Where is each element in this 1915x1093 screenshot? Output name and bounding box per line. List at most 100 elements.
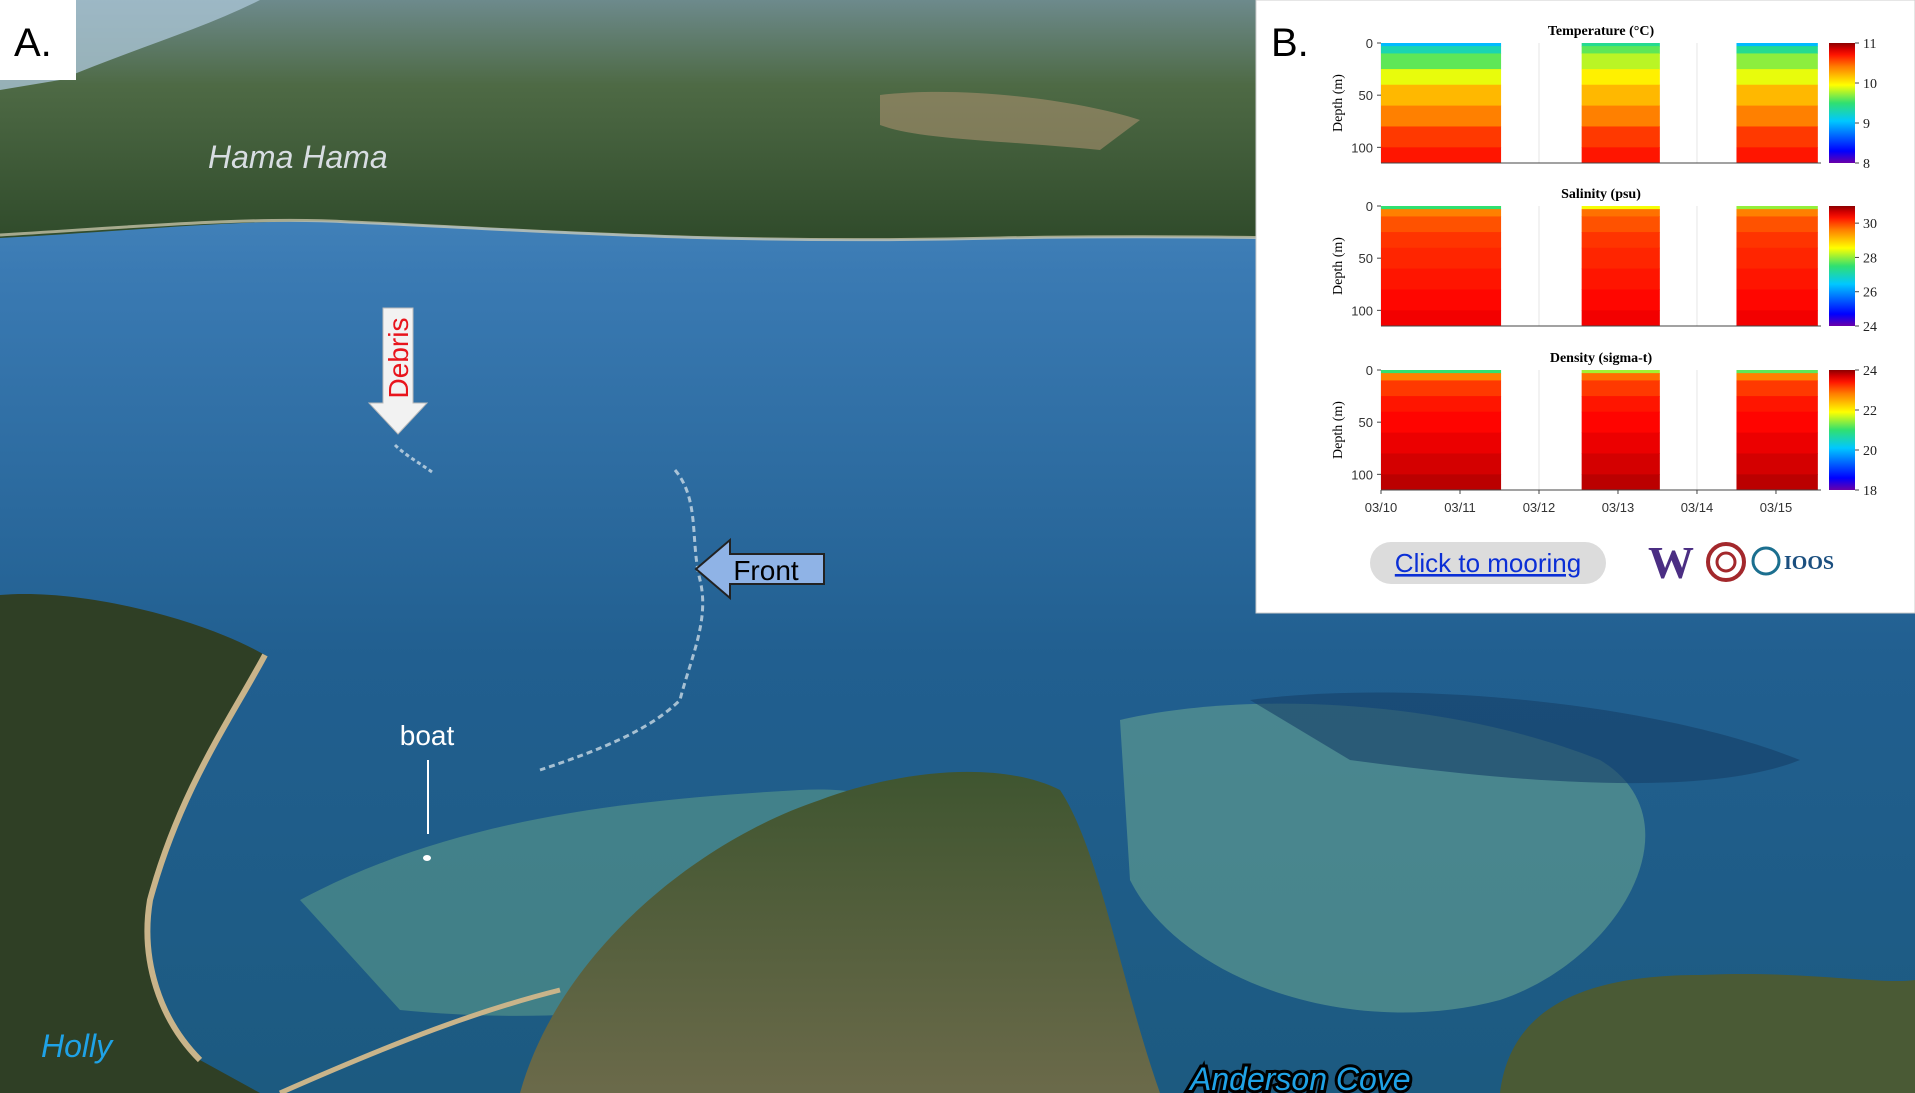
heat-cell bbox=[1582, 373, 1660, 381]
heat-cell bbox=[1381, 453, 1501, 474]
heat-cell bbox=[1381, 53, 1501, 69]
chart-title: Salinity (psu) bbox=[1561, 187, 1641, 202]
link[interactable]: Click to mooring bbox=[1395, 548, 1581, 578]
colorbar-tick-label: 10 bbox=[1863, 77, 1877, 92]
heat-cell bbox=[1582, 453, 1660, 474]
slide: A. Hama Hama Debris Front boat Holly And… bbox=[0, 0, 1915, 1093]
y-tick-label: 0 bbox=[1366, 363, 1373, 378]
colorbar-tick-label: 8 bbox=[1863, 157, 1870, 172]
page: Front and mooring profiles {"annotations… bbox=[0, 0, 1915, 1093]
heat-cell bbox=[1381, 126, 1501, 147]
heat-cell bbox=[1381, 216, 1501, 232]
y-axis-label: Depth (m) bbox=[1331, 237, 1346, 295]
heat-cell bbox=[1736, 289, 1817, 310]
heat-cell bbox=[1381, 433, 1501, 454]
heat-cell bbox=[1582, 412, 1660, 433]
heat-cell bbox=[1381, 380, 1501, 396]
heat-cell bbox=[1736, 43, 1817, 47]
y-tick-label: 50 bbox=[1359, 415, 1373, 430]
heat-cell bbox=[1736, 46, 1817, 54]
heat-cell bbox=[1736, 53, 1817, 69]
heat-cell bbox=[1736, 380, 1817, 396]
heat-cell bbox=[1582, 53, 1660, 69]
heat-cell bbox=[1582, 69, 1660, 85]
chart-title: Temperature (°C) bbox=[1548, 24, 1655, 39]
heat-cell bbox=[1582, 206, 1660, 210]
heat-cell bbox=[1582, 380, 1660, 396]
heat-cell bbox=[1582, 248, 1660, 269]
heat-cell bbox=[1381, 370, 1501, 374]
y-axis-label: Depth (m) bbox=[1331, 401, 1346, 459]
colorbar bbox=[1829, 370, 1855, 490]
arrow-label: Debris bbox=[383, 318, 414, 399]
x-tick-label: 03/14 bbox=[1681, 500, 1714, 515]
heat-cell bbox=[1381, 373, 1501, 381]
y-tick-label: 50 bbox=[1359, 88, 1373, 103]
colorbar-tick-label: 9 bbox=[1863, 117, 1870, 132]
place-label: Holly bbox=[41, 1028, 114, 1064]
heat-cell bbox=[1582, 269, 1660, 290]
heat-cell bbox=[1736, 69, 1817, 85]
x-tick-label: 03/12 bbox=[1523, 500, 1556, 515]
heat-cell bbox=[1736, 396, 1817, 412]
colorbar-tick-label: 20 bbox=[1863, 444, 1877, 459]
place-label: Hama Hama bbox=[208, 139, 388, 175]
y-tick-label: 50 bbox=[1359, 251, 1373, 266]
heat-cell bbox=[1381, 85, 1501, 106]
heat-cell bbox=[1381, 206, 1501, 210]
y-tick-label: 100 bbox=[1351, 303, 1373, 318]
heat-cell bbox=[1736, 147, 1817, 163]
heat-cell bbox=[1381, 310, 1501, 326]
heat-cell bbox=[1381, 43, 1501, 47]
y-tick-label: 0 bbox=[1366, 199, 1373, 214]
heat-cell bbox=[1381, 248, 1501, 269]
y-axis-label: Depth (m) bbox=[1331, 74, 1346, 132]
colorbar-tick-label: 24 bbox=[1863, 364, 1877, 379]
panel-label: A. bbox=[14, 21, 52, 65]
heat-cell bbox=[1736, 310, 1817, 326]
heat-cell bbox=[1582, 106, 1660, 127]
heat-cell bbox=[1582, 370, 1660, 374]
heat-cell bbox=[1381, 289, 1501, 310]
heat-cell bbox=[1582, 85, 1660, 106]
panel-label: B. bbox=[1271, 21, 1309, 65]
heat-cell bbox=[1736, 373, 1817, 381]
panel-b: B. Click to mooring W IOOS Temperature (… bbox=[1256, 0, 1915, 613]
heat-cell bbox=[1736, 206, 1817, 210]
logo-emblem bbox=[1708, 544, 1744, 580]
logo: IOOS bbox=[1784, 552, 1834, 574]
heat-cell bbox=[1736, 453, 1817, 474]
heat-cell bbox=[1381, 46, 1501, 54]
colorbar-tick-label: 18 bbox=[1863, 484, 1877, 499]
heat-cell bbox=[1736, 474, 1817, 490]
arrow-label: Front bbox=[733, 555, 799, 586]
heat-cell bbox=[1582, 474, 1660, 490]
x-tick-label: 03/15 bbox=[1760, 500, 1793, 515]
heat-cell bbox=[1582, 46, 1660, 54]
colorbar-tick-label: 11 bbox=[1863, 37, 1876, 52]
y-tick-label: 0 bbox=[1366, 36, 1373, 51]
colorbar bbox=[1829, 43, 1855, 163]
heat-cell bbox=[1736, 232, 1817, 248]
body: A. Hama Hama Debris Front boat Holly And… bbox=[0, 0, 1915, 1093]
y-tick-label: 100 bbox=[1351, 140, 1373, 155]
heat-cell bbox=[1582, 216, 1660, 232]
x-tick-label: 03/10 bbox=[1365, 500, 1398, 515]
heat-cell bbox=[1736, 85, 1817, 106]
x-tick-label: 03/11 bbox=[1444, 500, 1476, 515]
heat-cell bbox=[1582, 396, 1660, 412]
heat-cell bbox=[1381, 147, 1501, 163]
colorbar-tick-label: 26 bbox=[1863, 286, 1877, 301]
heat-cell bbox=[1582, 209, 1660, 217]
heat-cell bbox=[1582, 289, 1660, 310]
heat-cell bbox=[1381, 209, 1501, 217]
heat-cell bbox=[1381, 396, 1501, 412]
heat-cell bbox=[1582, 232, 1660, 248]
heat-cell bbox=[1736, 106, 1817, 127]
heat-cell bbox=[1736, 248, 1817, 269]
heat-cell bbox=[1582, 310, 1660, 326]
heat-cell bbox=[1736, 269, 1817, 290]
y-tick-label: 100 bbox=[1351, 467, 1373, 482]
boat-label: boat bbox=[400, 720, 455, 751]
colorbar-tick-label: 22 bbox=[1863, 404, 1877, 419]
